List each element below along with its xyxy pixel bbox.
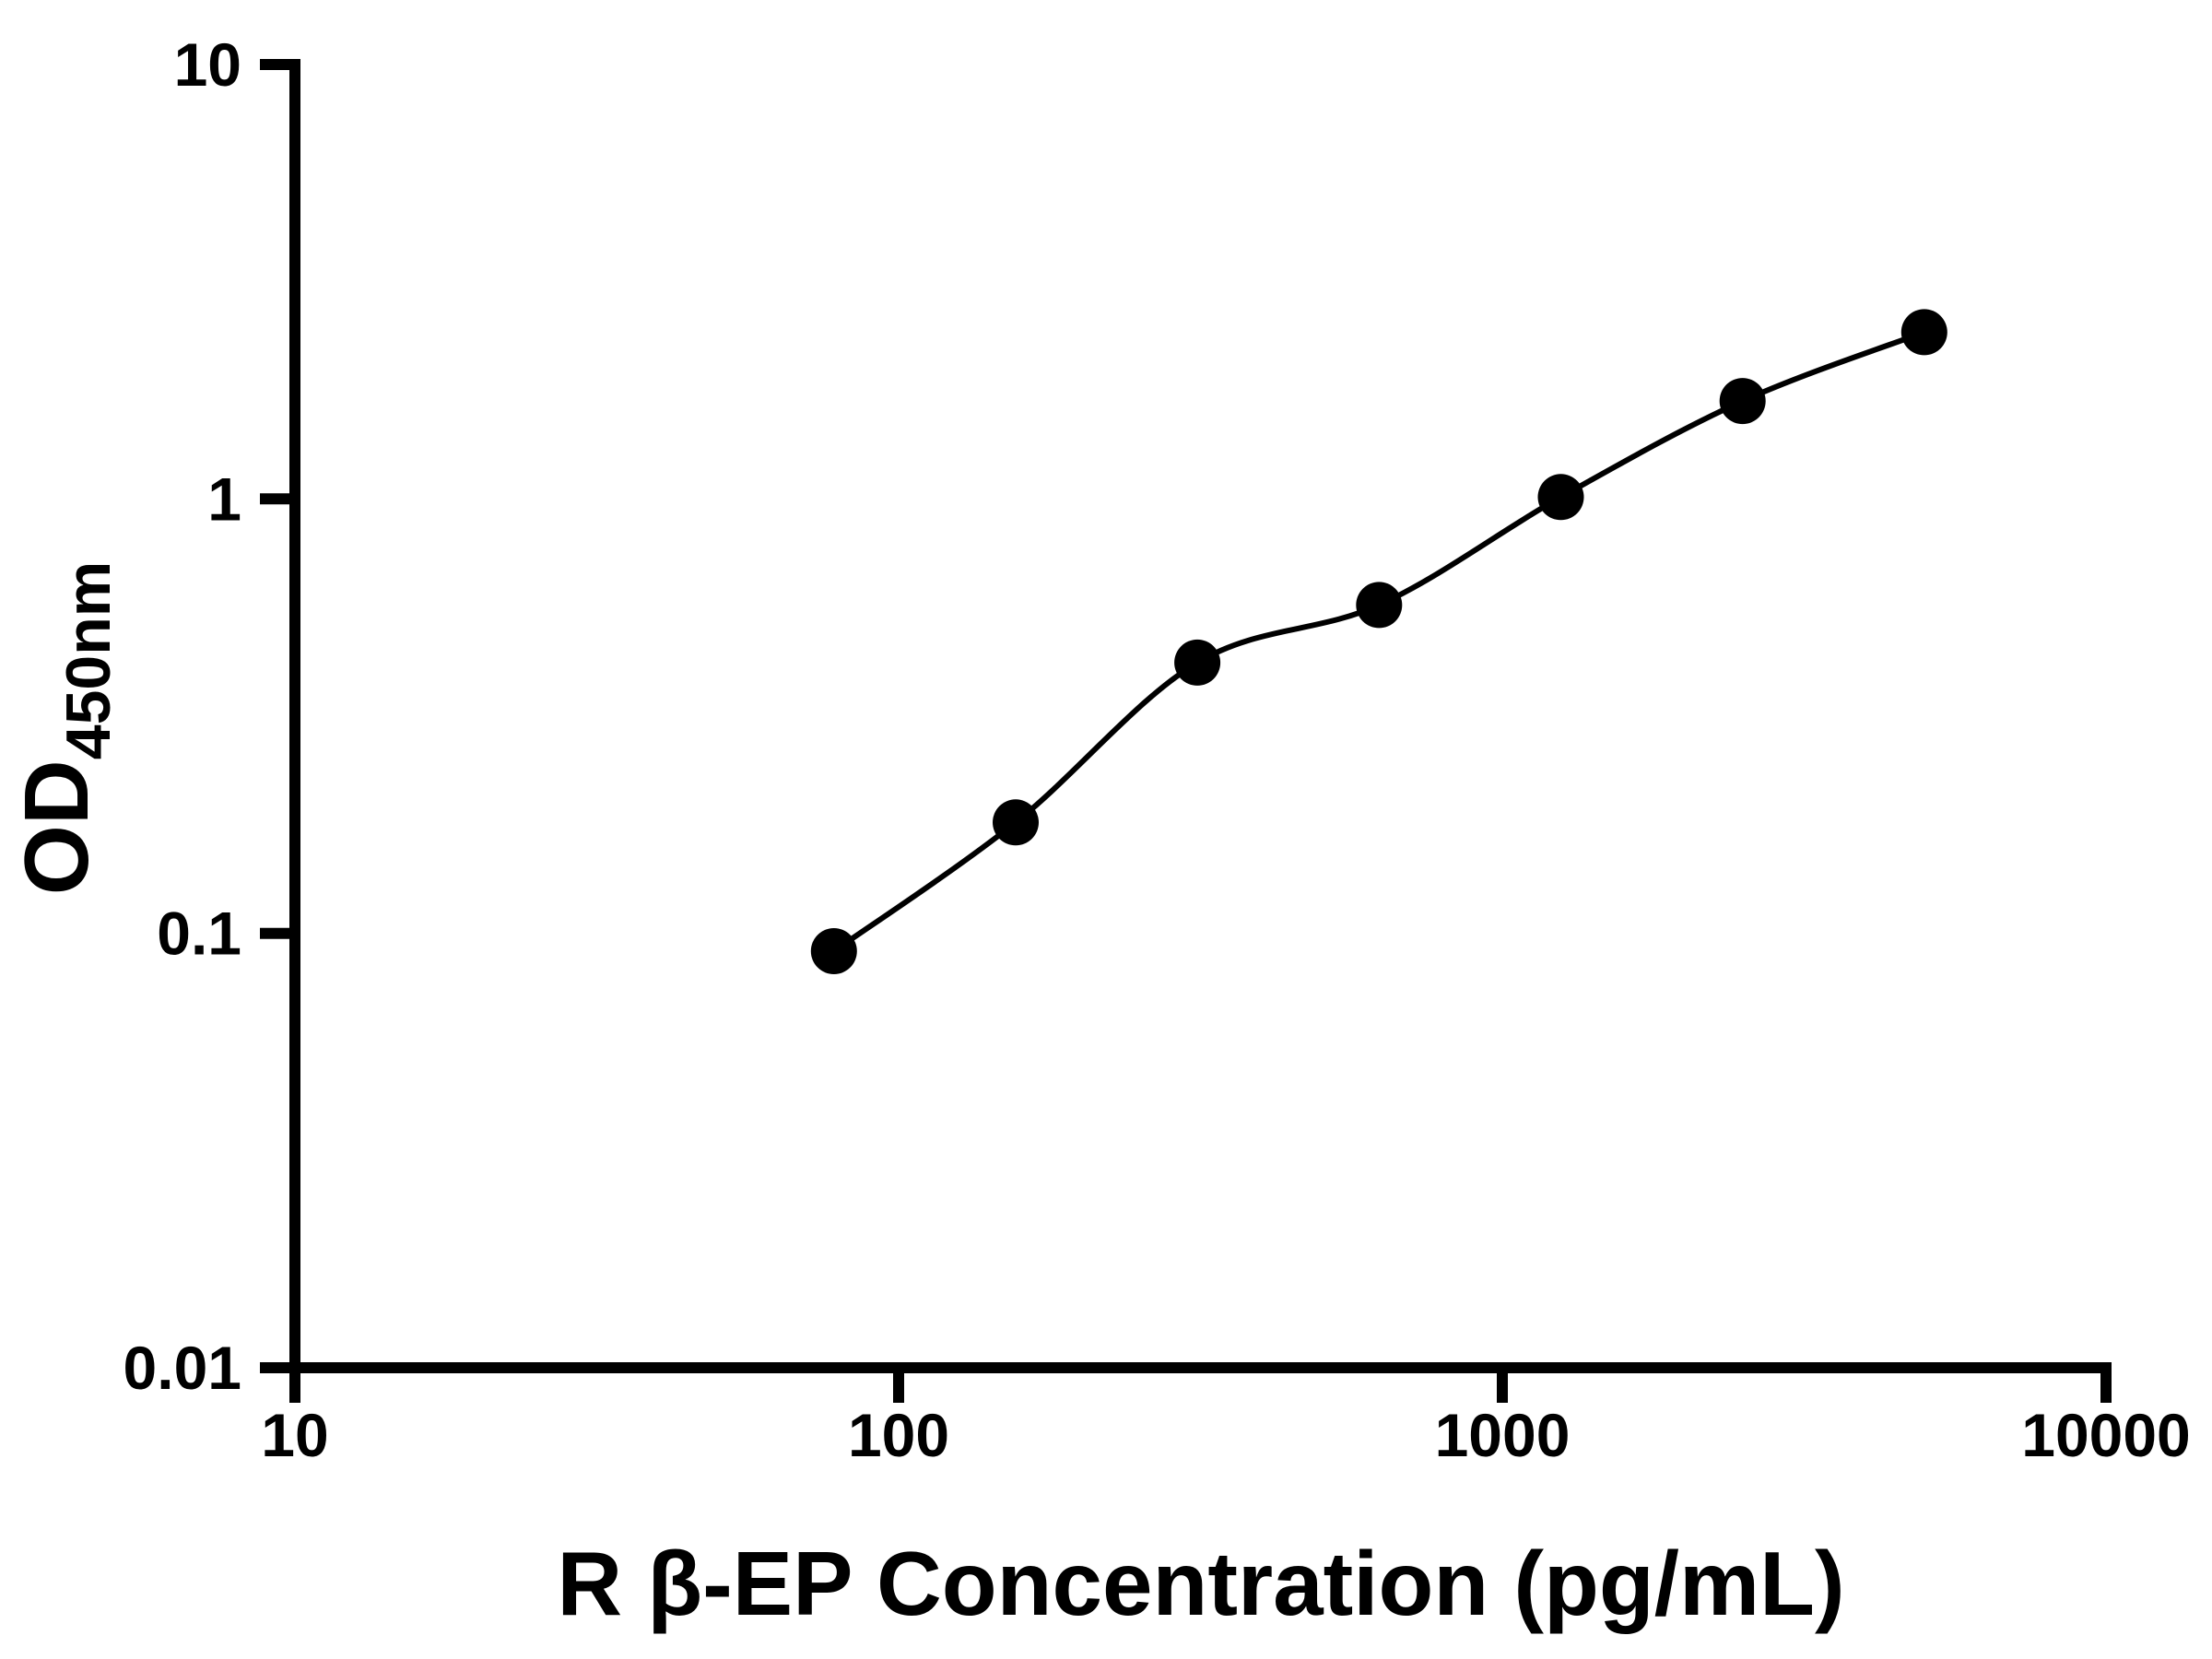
x-axis-title: R β-EP Concentration (pg/mL) — [557, 1533, 1844, 1634]
data-point-marker — [810, 928, 857, 974]
data-point-marker — [1537, 474, 1584, 521]
y-axis-title-main: OD — [6, 759, 107, 895]
data-point-marker — [1174, 639, 1221, 686]
y-axis-tick-label: 1 — [207, 465, 241, 533]
x-axis-tick-label: 10 — [261, 1401, 328, 1469]
data-point-marker — [1900, 309, 1947, 356]
y-axis-title: OD450nm — [6, 561, 124, 895]
x-axis-tick-label: 1000 — [1435, 1401, 1571, 1469]
y-axis-tick-label: 0.01 — [124, 1334, 241, 1402]
x-axis-tick-label: 10000 — [2021, 1401, 2191, 1469]
y-axis-title-subscript: 450nm — [53, 561, 124, 759]
fit-curve-line — [832, 329, 1925, 954]
data-point-marker — [1719, 378, 1766, 425]
data-point-marker — [993, 799, 1039, 846]
y-axis-tick-label: 10 — [174, 30, 241, 99]
y-axis-tick-label: 0.1 — [157, 900, 241, 968]
axes-frame — [289, 59, 2112, 1373]
data-point-marker — [1356, 582, 1403, 629]
x-axis-tick-label: 100 — [848, 1401, 949, 1469]
